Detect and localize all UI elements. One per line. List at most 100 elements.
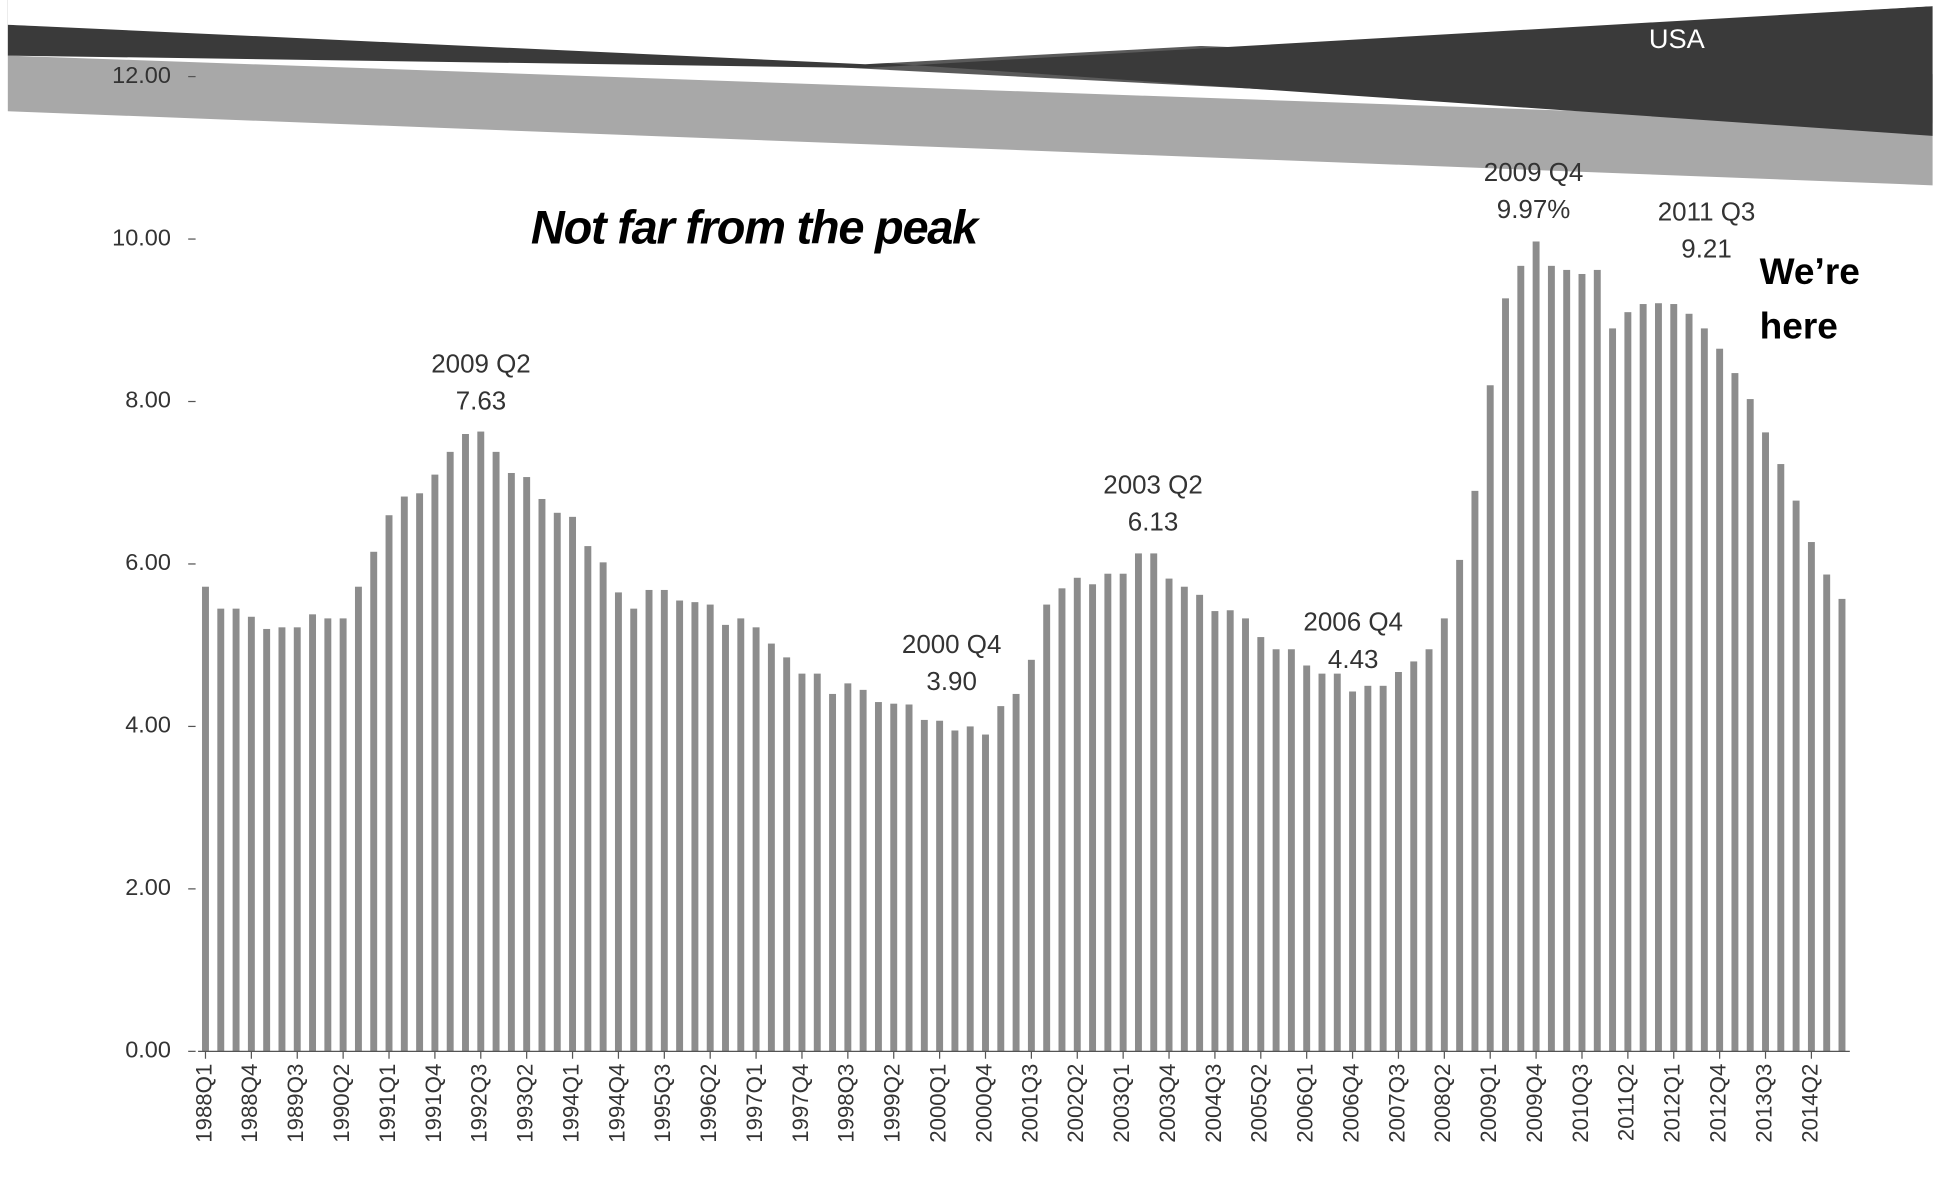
annotation: We’re <box>1760 250 1860 292</box>
bar <box>829 693 837 1052</box>
annotation: 6.13 <box>1128 509 1178 537</box>
annotation: 3.90 <box>926 668 976 696</box>
bar <box>1364 685 1372 1052</box>
annotation: 9.21 <box>1681 236 1731 264</box>
annotation: 2009 Q2 <box>431 351 531 379</box>
x-tick-label: 2004Q3 <box>1201 1064 1226 1143</box>
x-tick-label: 2007Q3 <box>1384 1064 1409 1143</box>
bar <box>752 627 760 1052</box>
bar <box>859 689 867 1052</box>
x-tick-label: 2012Q4 <box>1706 1064 1731 1143</box>
x-tick-label: 1989Q3 <box>283 1064 308 1143</box>
x-tick-label: 2006Q1 <box>1293 1064 1318 1143</box>
bar <box>1532 241 1540 1052</box>
x-tick-label: 1990Q2 <box>329 1064 354 1143</box>
banner-light <box>7 55 1933 186</box>
annotation: 4.43 <box>1328 646 1378 674</box>
bar <box>416 493 424 1052</box>
bar <box>1807 542 1815 1052</box>
bar <box>1838 598 1846 1052</box>
bar <box>1012 693 1020 1052</box>
bar <box>1639 304 1647 1052</box>
y-tick-label: 2.00 <box>125 874 171 900</box>
bar <box>920 719 928 1052</box>
bar <box>1624 312 1632 1052</box>
bar <box>1685 313 1693 1052</box>
x-tick-label: 2000Q4 <box>971 1064 996 1143</box>
x-tick-label: 2006Q4 <box>1338 1064 1363 1143</box>
bar <box>1089 584 1097 1052</box>
bar <box>1226 610 1234 1052</box>
bar <box>1318 673 1326 1052</box>
bar <box>1410 661 1418 1052</box>
annotation: 2000 Q4 <box>902 631 1002 659</box>
bar <box>232 608 240 1052</box>
x-tick-label: 1999Q2 <box>880 1064 905 1143</box>
bar <box>1486 385 1494 1052</box>
chart-title: Not far from the peak <box>531 201 981 253</box>
x-tick-label: 2011Q2 <box>1614 1064 1639 1141</box>
bar <box>1823 574 1831 1052</box>
bar <box>278 627 286 1052</box>
bar <box>1379 685 1387 1052</box>
bar <box>890 703 898 1052</box>
bar <box>1609 328 1617 1052</box>
bar <box>1150 553 1158 1052</box>
x-tick-label: 2002Q2 <box>1063 1064 1088 1143</box>
x-tick-label: 2009Q1 <box>1476 1064 1501 1143</box>
bar <box>936 720 944 1052</box>
bar <box>798 673 806 1052</box>
bar <box>1257 637 1265 1052</box>
bar <box>1746 399 1754 1052</box>
bar <box>1165 578 1173 1052</box>
bar <box>767 643 775 1052</box>
bar <box>370 551 378 1052</box>
x-tick-label: 1996Q2 <box>696 1064 721 1143</box>
bar <box>630 608 638 1052</box>
bar <box>1440 618 1448 1052</box>
bar <box>1762 432 1769 1052</box>
bar <box>507 472 515 1052</box>
bar <box>1043 604 1051 1052</box>
bar <box>874 702 882 1052</box>
x-tick-label: 2001Q3 <box>1017 1064 1042 1143</box>
bar <box>737 618 745 1052</box>
bar <box>385 515 393 1052</box>
bar <box>247 616 255 1052</box>
bar <box>1058 588 1066 1052</box>
annotation: 9.97% <box>1497 196 1571 224</box>
bar <box>584 546 592 1052</box>
bar <box>202 586 209 1052</box>
bar <box>1349 691 1357 1052</box>
bar <box>1242 618 1249 1052</box>
y-tick-label: 12.00 <box>112 62 171 88</box>
bar <box>1777 464 1785 1052</box>
bar <box>676 600 684 1052</box>
bar <box>217 608 225 1052</box>
annotation: 2003 Q2 <box>1103 472 1203 500</box>
y-tick-label: 10.00 <box>112 224 171 250</box>
bar <box>1563 269 1571 1052</box>
bar <box>293 627 301 1052</box>
bar <box>1502 298 1509 1052</box>
bar <box>1517 265 1525 1052</box>
bar <box>1578 273 1586 1052</box>
x-tick-label: 1995Q3 <box>650 1064 675 1143</box>
bar <box>492 451 500 1052</box>
bar <box>691 602 699 1052</box>
y-tick-label: 8.00 <box>125 387 171 413</box>
bar <box>997 706 1005 1052</box>
bar <box>431 474 439 1052</box>
y-tick-label: 0.00 <box>125 1037 171 1063</box>
bar <box>324 618 332 1052</box>
x-tick-label: 2009Q4 <box>1522 1064 1547 1143</box>
bar <box>660 589 668 1052</box>
bar <box>1073 577 1081 1052</box>
bar <box>446 451 454 1052</box>
bar <box>813 673 821 1052</box>
x-tick-label: 2003Q4 <box>1155 1064 1180 1143</box>
bar <box>1471 490 1479 1052</box>
bar <box>477 431 485 1052</box>
x-tick-label: 2012Q1 <box>1660 1064 1685 1143</box>
